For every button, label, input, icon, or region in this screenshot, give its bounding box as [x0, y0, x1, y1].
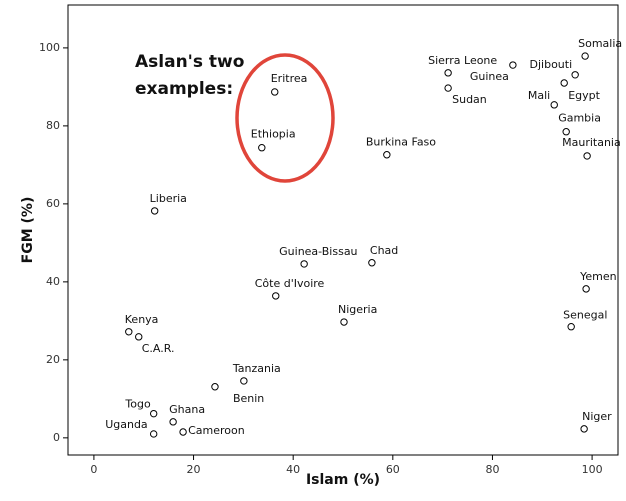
point-label: Burkina Faso	[366, 136, 436, 149]
point-label: Guinea	[470, 70, 509, 83]
point-label: Guinea-Bissau	[279, 245, 357, 258]
y-tick-label: 0	[53, 431, 60, 444]
point	[444, 69, 452, 77]
x-tick-label: 40	[286, 463, 300, 476]
x-axis-label: Islam (%)	[306, 472, 380, 488]
point	[509, 61, 517, 69]
point-label: Sudan	[452, 93, 487, 106]
point	[149, 430, 158, 438]
point-label: Ethiopia	[251, 128, 296, 141]
point-label: C.A.R.	[142, 342, 175, 355]
point	[179, 428, 187, 436]
point-label: Gambia	[558, 112, 601, 125]
y-tick-label: 80	[46, 119, 60, 132]
point	[550, 101, 558, 109]
point-label: Côte d'Ivoire	[255, 277, 325, 290]
point	[583, 152, 591, 160]
point-label: Liberia	[150, 192, 187, 205]
x-tick-label: 0	[90, 463, 97, 476]
point	[562, 128, 570, 136]
point	[240, 377, 248, 385]
point	[567, 323, 575, 331]
point	[272, 292, 280, 300]
point-label: Kenya	[125, 313, 159, 326]
point	[560, 79, 568, 87]
x-tick-label: 60	[386, 463, 400, 476]
point-label: Togo	[124, 398, 151, 411]
point-label: Nigeria	[338, 303, 377, 316]
x-tick-label: 100	[582, 463, 603, 476]
point-label: Mali	[528, 89, 550, 102]
y-tick-label: 40	[46, 275, 60, 288]
point-label: Tanzania	[232, 362, 281, 375]
x-tick-label: 20	[187, 463, 201, 476]
point	[340, 318, 348, 326]
point-label: Chad	[370, 244, 398, 257]
y-axis-label: FGM (%)	[20, 197, 36, 264]
y-tick-label: 60	[46, 197, 60, 210]
point-label: Egypt	[568, 89, 600, 102]
point-label: Somalia	[578, 37, 622, 50]
point-label: Senegal	[563, 309, 607, 322]
point-label: Eritrea	[271, 72, 308, 85]
annotation: Aslan's two	[135, 52, 244, 72]
point-label: Djibouti	[530, 58, 573, 71]
point	[271, 88, 279, 96]
point	[135, 333, 143, 341]
point-label: Ghana	[169, 403, 205, 416]
point	[581, 52, 589, 60]
annotation-ellipse	[235, 53, 335, 183]
point-label: Benin	[233, 392, 264, 405]
point	[580, 425, 588, 433]
x-tick-label: 80	[485, 463, 499, 476]
point	[150, 207, 159, 215]
point	[169, 418, 177, 426]
point	[444, 84, 452, 92]
plot-frame	[67, 4, 619, 456]
point-label: Mauritania	[562, 136, 621, 149]
point-label: Uganda	[105, 418, 147, 431]
point	[258, 144, 266, 152]
point-label: Cameroon	[188, 424, 245, 437]
y-tick-label: 100	[39, 41, 60, 54]
point	[125, 328, 133, 336]
point	[571, 71, 579, 79]
point	[582, 285, 590, 293]
point	[149, 409, 158, 418]
point	[383, 151, 391, 159]
annotation: examples:	[135, 79, 233, 99]
point-label: Sierra Leone	[428, 54, 497, 67]
point	[368, 259, 376, 267]
point-label: Yemen	[579, 270, 617, 283]
y-tick-label: 20	[46, 353, 60, 366]
point	[300, 260, 308, 268]
point-label: Niger	[582, 410, 612, 423]
point	[211, 383, 219, 391]
